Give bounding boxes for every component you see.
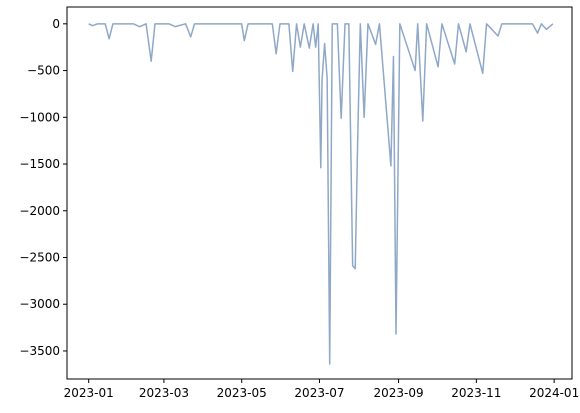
x-tick-label: 2023-05: [217, 386, 267, 400]
y-tick-label: −2000: [19, 204, 60, 218]
x-tick-label: 2023-09: [373, 386, 423, 400]
y-tick-label: −500: [27, 64, 60, 78]
y-tick-label: 0: [52, 17, 60, 31]
x-tick-label: 2024-01: [529, 386, 579, 400]
plot-frame: [66, 6, 573, 380]
y-axis: 0 −500 −1000 −1500 −2000 −2500 −3000 −3500: [19, 17, 67, 358]
y-tick-label: −3000: [19, 297, 60, 311]
y-tick-label: −1500: [19, 157, 60, 171]
x-axis: 2023-01 2023-03 2023-05 2023-07 2023-09 2023-…: [64, 379, 579, 400]
x-tick-label: 2023-03: [139, 386, 189, 400]
plot-area: [88, 23, 554, 365]
x-tick-label: 2023-11: [451, 386, 501, 400]
x-tick-label: 2023-01: [64, 386, 114, 400]
y-tick-label: −2500: [19, 250, 60, 264]
series-line-0: [88, 23, 554, 365]
y-tick-label: −3500: [19, 344, 60, 358]
x-tick-label: 2023-07: [294, 386, 344, 400]
y-tick-label: −1000: [19, 110, 60, 124]
